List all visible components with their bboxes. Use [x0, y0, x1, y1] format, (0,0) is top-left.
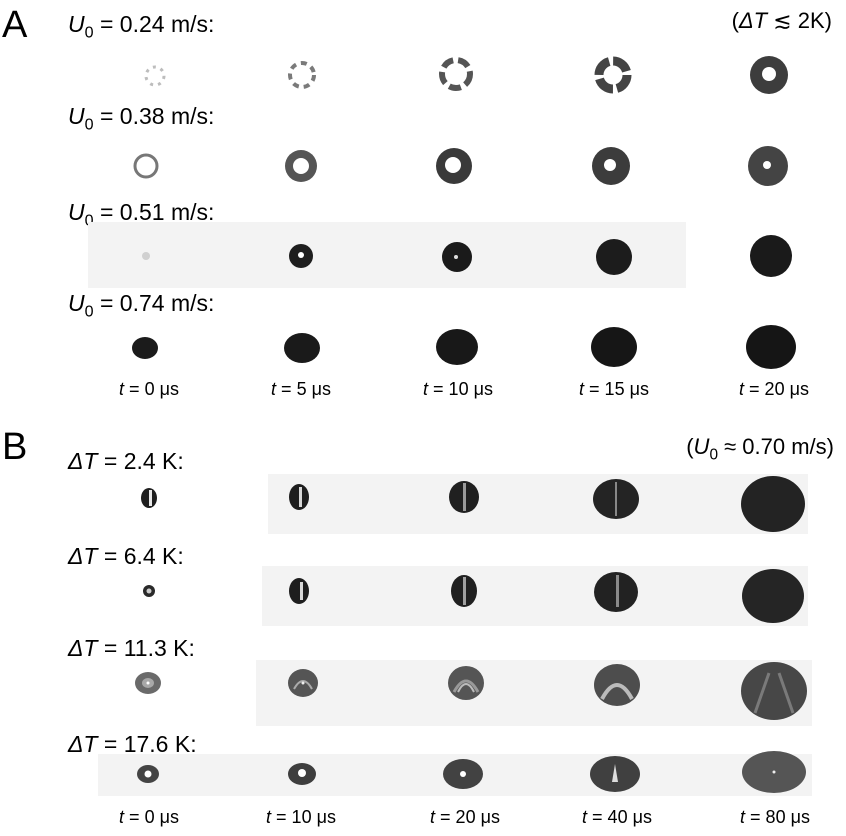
- bubble-image: [280, 145, 322, 187]
- panel-a-condition: (ΔT ≲ 2K): [731, 8, 832, 33]
- bubble-image: [739, 474, 807, 534]
- bubble-image: [592, 661, 642, 709]
- bubble-image: [589, 324, 639, 370]
- bubble-image: [280, 53, 324, 97]
- panel-b-condition: (U0 ≈ 0.70 m/s): [686, 434, 834, 464]
- panel-a-row-label: U0 = 0.38 m/s:: [68, 103, 215, 134]
- bubble-image: [135, 764, 161, 784]
- time-label: t = 20 μs: [430, 807, 500, 827]
- bubble-image: [135, 56, 175, 96]
- time-label: t = 0 μs: [119, 807, 179, 827]
- bubble-image: [744, 322, 798, 372]
- time-label: t = 10 μs: [423, 379, 493, 399]
- time-label: t = 20 μs: [739, 379, 809, 399]
- bubble-image: [286, 667, 320, 699]
- bubble-image: [434, 326, 480, 368]
- bubble-image: [587, 142, 635, 190]
- bubble-image: [588, 50, 638, 100]
- bubble-image: [448, 572, 480, 610]
- bubble-image: [441, 757, 485, 791]
- time-label: t = 0 μs: [119, 379, 179, 399]
- bubble-image: [739, 659, 809, 723]
- bubble-image: [432, 50, 480, 98]
- frame-strip: [262, 566, 808, 626]
- bubble-image: [588, 754, 642, 794]
- frame-strip: [256, 660, 812, 726]
- time-label: t = 10 μs: [266, 807, 336, 827]
- bubble-image: [140, 582, 158, 600]
- bubble-image: [740, 749, 808, 795]
- panel-a-row-label: U0 = 0.24 m/s:: [68, 11, 215, 42]
- bubble-image: [593, 236, 635, 278]
- bubble-image: [446, 664, 486, 702]
- panel-b-row-label: ΔT = 6.4 K:: [68, 543, 184, 569]
- bubble-image: [592, 569, 640, 615]
- panel-b-row-label: ΔT = 11.3 K:: [68, 635, 195, 661]
- bubble-image: [128, 148, 164, 184]
- bubble-image: [743, 49, 795, 101]
- panel-b-row-label: ΔT = 2.4 K:: [68, 448, 184, 474]
- bubble-image: [133, 670, 163, 696]
- frame-strip: [88, 222, 686, 288]
- panel-a-row-label: U0 = 0.51 m/s:: [68, 199, 215, 230]
- bubble-image: [286, 241, 316, 271]
- bubble-image: [286, 574, 312, 608]
- time-label: t = 40 μs: [582, 807, 652, 827]
- bubble-image: [740, 567, 806, 625]
- panel-a-row-label: U0 = 0.74 m/s:: [68, 290, 215, 321]
- bubble-image: [438, 238, 476, 276]
- bubble-image: [431, 143, 477, 189]
- bubble-image: [136, 246, 156, 266]
- bubble-image: [446, 478, 482, 516]
- bubble-image: [282, 329, 322, 367]
- panel-b-row-label: ΔT = 17.6 K:: [68, 731, 197, 757]
- bubble-image: [286, 480, 312, 514]
- frame-strip: [268, 474, 808, 534]
- panel-b-label: B: [2, 426, 28, 468]
- panel-a-label: A: [2, 4, 28, 46]
- bubble-image: [743, 141, 793, 191]
- bubble-image: [286, 761, 318, 787]
- bubble-image: [130, 333, 160, 363]
- bubble-image: [591, 476, 641, 522]
- time-label: t = 80 μs: [740, 807, 810, 827]
- time-label: t = 5 μs: [271, 379, 331, 399]
- bubble-image: [748, 233, 794, 279]
- bubble-image: [137, 483, 161, 513]
- time-label: t = 15 μs: [579, 379, 649, 399]
